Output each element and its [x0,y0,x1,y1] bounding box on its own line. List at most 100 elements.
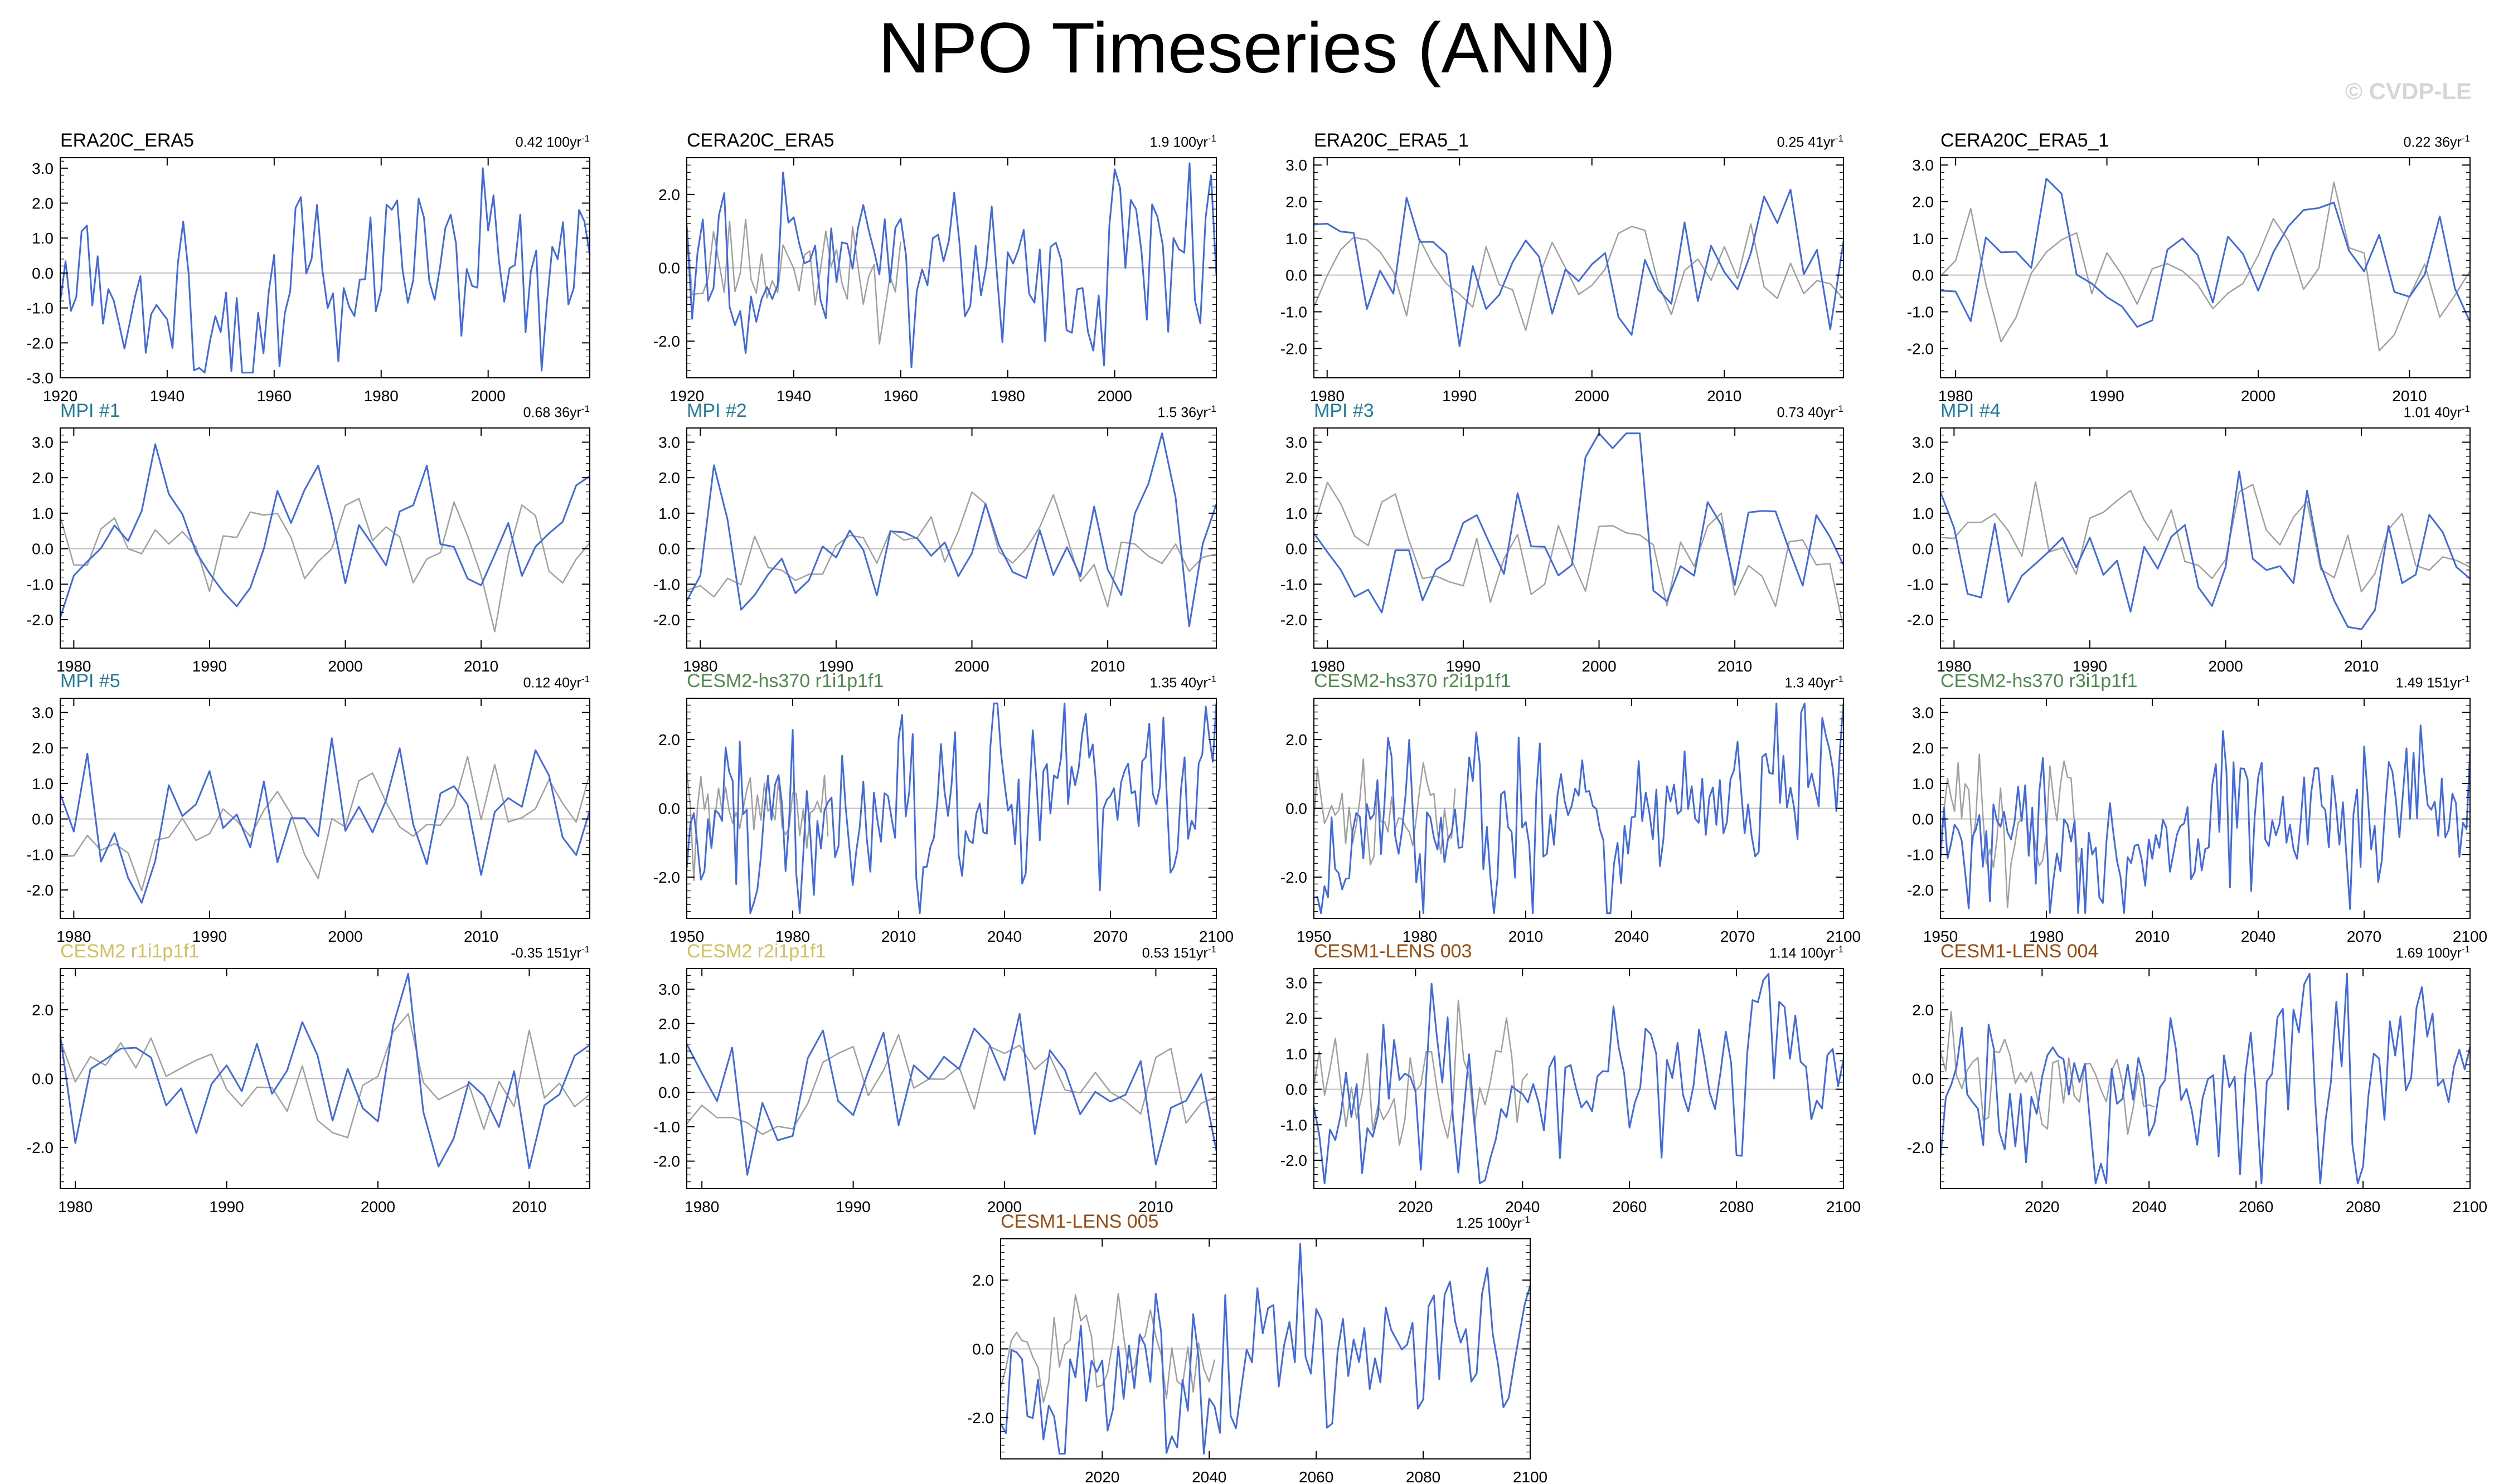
panel-title: CESM2 r2i1p1f1 [687,941,826,962]
x-tick-label: 2040 [1192,1468,1226,1484]
y-tick-label: 0.0 [972,1341,994,1358]
y-tick-label: -2.0 [653,1153,680,1170]
y-tick-label: 0.0 [1912,267,1934,284]
page-title: NPO Timeseries (ANN) [878,8,1616,88]
timeseries-plot: 2.0 0.0 -2.0 2020 2040 2060 2080 2100 [967,1238,1547,1484]
obs-series-line [1939,753,2083,909]
y-tick-label: -1.0 [653,1118,680,1136]
model-series-line [1313,432,1845,614]
timeseries-plot: 3.0 2.0 1.0 0.0 -1.0 -2.0 1980 1990 2000 2010 [1280,157,1845,405]
y-tick-label: -1.0 [1907,304,1934,321]
y-tick-label: -1.0 [27,576,54,593]
model-series-line [1939,470,2471,630]
trend-unit: -1 [1521,1214,1530,1225]
trend-unit: -1 [2461,674,2470,684]
panel-title: MPI #3 [1314,400,1374,421]
y-tick-label: 3.0 [1912,434,1934,451]
x-tick-label: 1920 [43,387,77,405]
panel-title: CESM2 r1i1p1f1 [60,941,200,962]
panel-trend-label: -0.35 151yr-1 [511,944,590,961]
trend-unit: -1 [1207,133,1216,144]
x-tick-label: 2040 [2132,1198,2166,1215]
x-tick-label: 2040 [1505,1198,1540,1215]
x-tick-label: 2100 [1513,1468,1547,1484]
trend-unit: -1 [1207,403,1216,414]
x-tick-label: 1980 [56,658,91,675]
obs-series-line [686,491,1217,608]
y-tick-label: -1.0 [1280,1116,1307,1133]
plot-frame [1313,427,1844,649]
y-tick-label: 2.0 [658,1015,680,1033]
trend-unit: -1 [1207,944,1216,955]
y-tick-label: 2.0 [1285,193,1307,211]
panel-trend-label: 0.12 40yr-1 [523,674,590,691]
model-series-line [686,702,1217,914]
timeseries-plot: 3.0 2.0 1.0 0.0 -1.0 -2.0 1980 1990 2000 2010 [1907,157,2471,405]
timeseries-plot: 3.0 2.0 1.0 0.0 -1.0 -2.0 1950 1980 2010 2040 2070… [1907,698,2487,945]
x-tick-label: 2010 [1717,658,1752,675]
x-tick-label: 2000 [2208,658,2243,675]
y-tick-label: 3.0 [1285,974,1307,991]
plot-frame [60,157,590,378]
timeseries-plot: 2.0 0.0 -2.0 1920 1940 1960 1980 2000 [653,157,1217,405]
plot-frame [686,968,1217,1189]
panel-trend-label: 0.53 151yr-1 [1142,944,1216,961]
panel-trend-label: 0.22 36yr-1 [2404,133,2470,150]
x-tick-label: 2010 [2344,658,2379,675]
y-tick-label: -2.0 [27,611,54,629]
trend-value: 1.01 40yr [2403,405,2462,421]
y-tick-label: -2.0 [1907,611,1934,629]
panel-title: CERA20C_ERA5_1 [1940,130,2109,151]
y-tick-label: 2.0 [658,469,680,486]
x-tick-label: 2010 [464,928,498,945]
model-series-line [1313,188,1845,347]
x-tick-label: 2000 [954,658,989,675]
trend-value: 1.14 100yr [1769,945,1835,961]
panel-title: CERA20C_ERA5 [687,130,834,151]
y-tick-label: 1.0 [1912,775,1934,792]
model-series-line [59,443,590,619]
timeseries-plot: 3.0 2.0 1.0 0.0 -1.0 -2.0 1980 1990 2000 2010 [27,427,590,675]
y-tick-label: 1.0 [32,230,54,247]
model-series-line [1940,177,2471,328]
plot-frame [686,427,1217,649]
y-tick-label: -2.0 [1280,1152,1307,1169]
timeseries-plot: 3.0 2.0 1.0 0.0 -1.0 -2.0 1980 1990 2000 2010 [1280,427,1845,675]
y-tick-label: 2.0 [32,469,54,486]
x-tick-label: 1990 [836,1198,870,1215]
trend-value: 0.12 40yr [523,675,581,691]
panel-trend-label: 1.3 40yr-1 [1785,674,1843,691]
y-tick-label: 3.0 [658,434,680,451]
plot-frame [1313,157,1844,378]
trend-unit: -1 [581,133,590,144]
trend-value: 0.25 41yr [1777,134,1835,150]
y-tick-label: -1.0 [27,300,54,317]
obs-series-line [1313,223,1844,332]
y-tick-label: 0.0 [1285,541,1307,558]
trend-unit: -1 [2461,944,2470,955]
x-tick-label: 2010 [1508,928,1543,945]
y-tick-label: 2.0 [1912,193,1934,211]
panel-trend-label: 1.49 151yr-1 [2396,674,2470,691]
y-tick-label: 2.0 [658,731,680,748]
trend-unit: -1 [581,403,590,414]
y-tick-label: 0.0 [658,800,680,818]
y-tick-label: -2.0 [653,611,680,629]
y-tick-label: 3.0 [32,704,54,721]
y-tick-label: -2.0 [27,334,54,352]
x-tick-label: 2080 [2346,1198,2380,1215]
x-tick-label: 1980 [58,1198,93,1215]
y-tick-label: 0.0 [32,1071,54,1088]
y-tick-label: -2.0 [653,869,680,886]
plot-frame [60,698,590,919]
y-tick-label: 0.0 [1285,800,1307,818]
panel-title: MPI #1 [60,400,120,421]
panel-trend-label: 1.01 40yr-1 [2404,403,2470,421]
y-tick-label: 3.0 [1285,157,1307,174]
x-tick-label: 1950 [669,928,704,945]
y-tick-label: 2.0 [1285,1010,1307,1027]
y-tick-label: -1.0 [27,846,54,863]
y-tick-label: 0.0 [658,541,680,558]
y-tick-label: 3.0 [658,981,680,998]
obs-series-line [59,1013,590,1138]
